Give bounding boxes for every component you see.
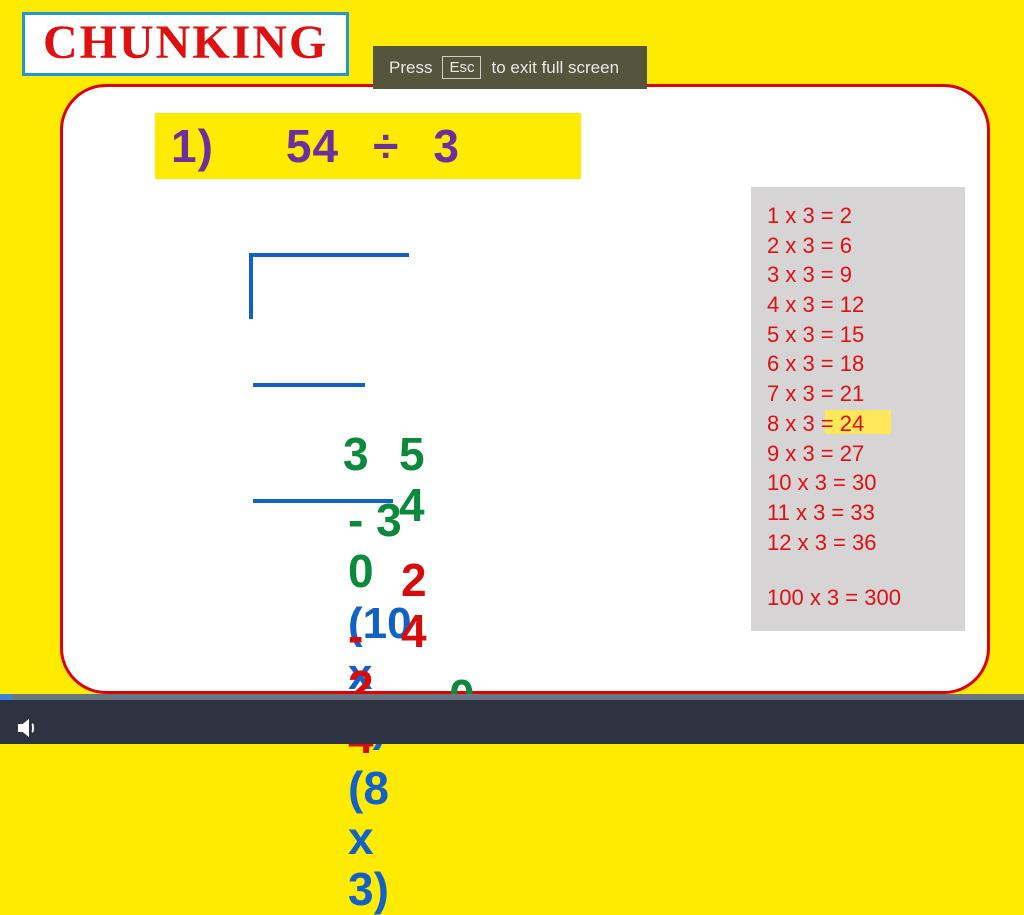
underline-1 bbox=[253, 383, 365, 387]
title-badge: CHUNKING bbox=[22, 12, 349, 76]
hint-after: to exit full screen bbox=[491, 58, 619, 78]
subtraction-2: - 2 4 (8 x 3) bbox=[348, 611, 389, 915]
fact-row: 6 x 3 = 18 bbox=[767, 349, 949, 379]
fact-row: 4 x 3 = 12 bbox=[767, 290, 949, 320]
fact-row: 8 x 3 = 24 bbox=[767, 409, 949, 439]
division-bracket bbox=[249, 253, 409, 319]
fact-row: 11 x 3 = 33 bbox=[767, 498, 949, 528]
sub2-minus: - bbox=[348, 610, 363, 662]
progress-fill bbox=[0, 694, 12, 700]
problem-left: 54 bbox=[286, 119, 339, 173]
problem-number: 1) bbox=[171, 119, 214, 173]
problem-op: ÷ bbox=[373, 119, 399, 173]
main-panel: 1) 54 ÷ 3 3 5 4 - 3 0 (10 x 3) 2 4 - 2 4… bbox=[60, 84, 990, 694]
video-bar[interactable] bbox=[0, 694, 1024, 744]
fact-highlight bbox=[825, 410, 891, 434]
fullscreen-hint: Press Esc to exit full screen bbox=[373, 46, 647, 89]
progress-track[interactable] bbox=[0, 694, 1024, 700]
fact-row: 3 x 3 = 9 bbox=[767, 260, 949, 290]
fact-row: 1 x 3 = 2 bbox=[767, 201, 949, 231]
fact-row: 12 x 3 = 36 bbox=[767, 528, 949, 558]
facts-box: 1 x 3 = 22 x 3 = 63 x 3 = 94 x 3 = 125 x… bbox=[751, 187, 965, 631]
fact-row: 10 x 3 = 30 bbox=[767, 468, 949, 498]
sub2-explain: (8 x 3) bbox=[348, 762, 389, 915]
problem-right: 3 bbox=[433, 119, 460, 173]
problem-band: 1) 54 ÷ 3 bbox=[155, 113, 581, 179]
fact-row: 9 x 3 = 27 bbox=[767, 439, 949, 469]
fact-row: 7 x 3 = 21 bbox=[767, 379, 949, 409]
esc-key: Esc bbox=[442, 56, 481, 79]
divisor: 3 bbox=[343, 429, 369, 480]
hint-before: Press bbox=[389, 58, 432, 78]
volume-icon[interactable] bbox=[14, 716, 42, 740]
remainder-1: 2 4 bbox=[401, 555, 437, 656]
fact-row: 2 x 3 = 6 bbox=[767, 231, 949, 261]
fact-row-extra: 100 x 3 = 300 bbox=[767, 583, 949, 613]
sub1-minus: - bbox=[348, 494, 376, 546]
fact-row: 5 x 3 = 15 bbox=[767, 320, 949, 350]
